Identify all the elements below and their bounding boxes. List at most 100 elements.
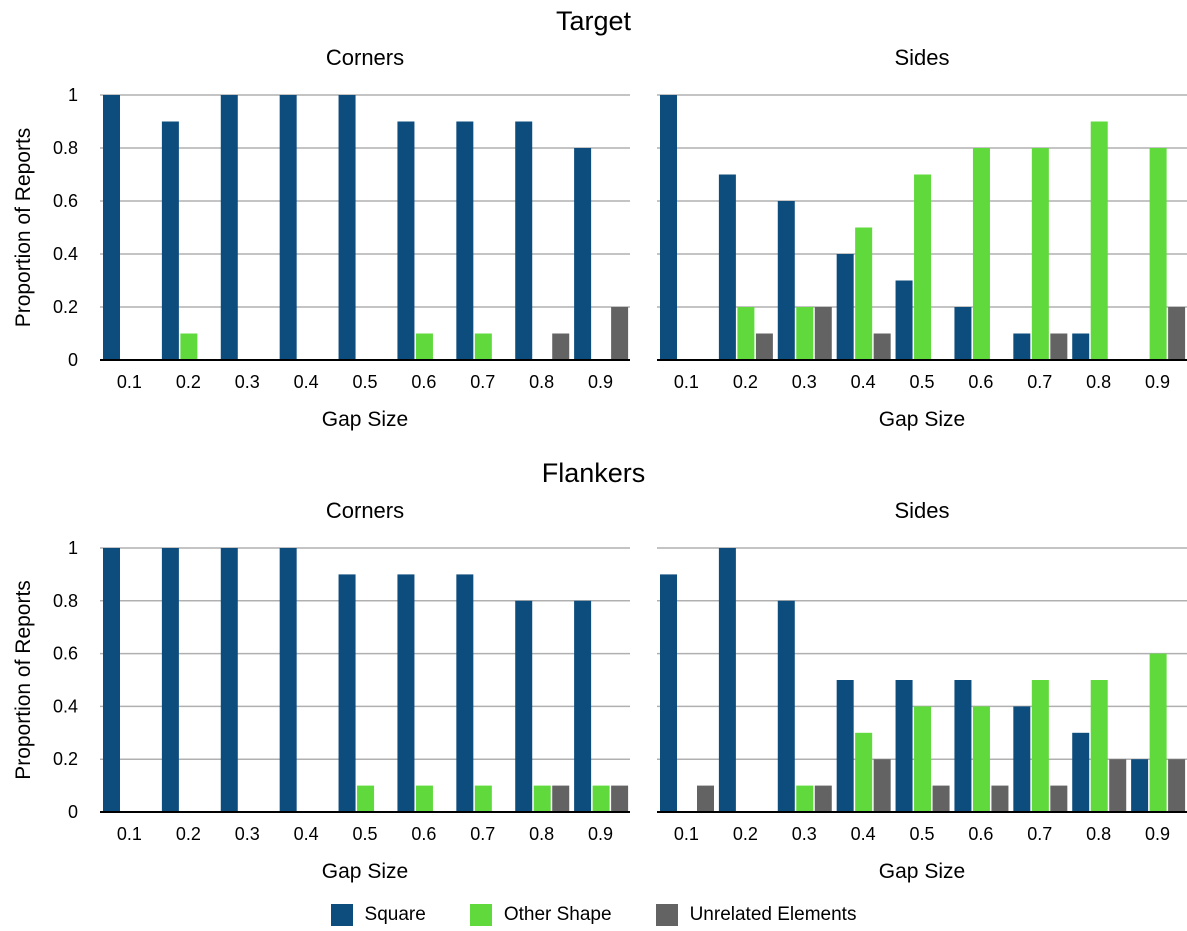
x-tick-label: 0.6 [968,372,993,392]
chart-flankers-sides: 0.1 0.2 0.3 0.4 0.5 0.6 0.7 0.8 0.9 Sides Gap Size [657,498,1187,883]
chart-target-sides: 0.1 0.2 0.3 0.4 0.5 0.6 0.7 0.8 0.9 Sides Gap Size [657,45,1187,431]
y-tick-label: 0 [68,802,78,822]
bar-flankers-sides-other-shape-0.4 [855,732,873,812]
panel-title: Sides [894,498,949,523]
x-tick-label: 0.1 [674,824,699,844]
bar-flankers-corners-square-0.1 [103,548,120,812]
bar-flankers-sides-unrelated-elements-0.1 [697,785,714,812]
panel-title: Corners [326,45,404,70]
bar-target-sides-other-shape-0.4 [855,227,873,360]
bar-target-sides-other-shape-0.2 [737,307,755,360]
bar-flankers-sides-unrelated-elements-0.3 [814,785,832,812]
bar-flankers-sides-other-shape-0.8 [1090,680,1108,812]
x-tick-label: 0.6 [968,824,993,844]
bar-target-sides-other-shape-0.8 [1090,121,1108,360]
x-axis-label: Gap Size [879,408,965,431]
bar-flankers-sides-square-0.3 [777,600,795,812]
x-tick-label: 0.5 [909,824,934,844]
x-tick-label: 0.3 [235,372,260,392]
legend-swatch-other-shape [469,904,492,926]
x-tick-label: 0.4 [851,372,876,392]
section-title-flankers: Flankers [541,458,646,488]
x-tick-label: 0.4 [294,824,319,844]
bar-flankers-sides-square-0.6 [954,680,972,812]
y-tick-label: 0 [68,350,78,370]
bar-target-sides-square-0.8 [1072,333,1090,360]
legend-label-unrelated-elements: Unrelated Elements [689,904,857,925]
x-tick-label: 0.8 [529,824,554,844]
legend-label-other-shape: Other Shape [503,904,612,925]
bar-target-corners-square-0.4 [279,95,297,360]
x-tick-label: 0.7 [1027,372,1052,392]
bar-flankers-corners-square-0.9 [574,600,592,812]
x-axis-label: Gap Size [879,860,965,883]
bar-flankers-sides-unrelated-elements-0.7 [1050,785,1068,812]
bar-target-corners-other-shape-0.2 [180,333,198,360]
bar-target-sides-other-shape-0.3 [796,307,814,360]
x-tick-label: 0.8 [529,372,554,392]
bar-flankers-corners-square-0.5 [338,574,356,812]
y-tick-label: 1 [68,538,78,558]
bar-target-sides-unrelated-elements-0.4 [873,333,891,360]
bar-flankers-sides-square-0.7 [1013,706,1031,812]
chart-flankers-corners: 0.1 0.2 0.3 0.4 0.5 0.6 0.7 0.8 0.9 0 0.2 0.4 0.6 0.8… [12,498,630,883]
x-tick-label: 0.2 [733,372,758,392]
bar-flankers-corners-square-0.6 [397,574,415,812]
bar-flankers-sides-unrelated-elements-0.6 [991,785,1009,812]
bar-target-sides-other-shape-0.6 [972,148,990,360]
section-title-target: Target [555,6,632,36]
y-axis-label: Proportion of Reports [12,128,35,328]
bar-flankers-corners-square-0.2 [161,548,179,812]
bar-flankers-corners-other-shape-0.6 [415,785,433,812]
x-tick-label: 0.6 [411,372,436,392]
y-tick-label: 0.4 [53,696,78,716]
bar-flankers-corners-unrelated-elements-0.8 [552,785,570,812]
bar-target-sides-unrelated-elements-0.9 [1168,307,1186,360]
bar-target-sides-square-0.2 [718,174,736,360]
x-tick-label: 0.4 [294,372,319,392]
bar-target-corners-square-0.8 [515,121,533,360]
bar-flankers-corners-other-shape-0.7 [474,785,492,812]
bar-target-sides-square-0.6 [954,307,972,360]
bar-flankers-sides-other-shape-0.5 [914,706,932,812]
y-tick-label: 0.4 [53,244,78,264]
bar-target-corners-square-0.1 [103,95,120,360]
bar-flankers-corners-other-shape-0.9 [592,785,610,812]
bar-target-sides-square-0.3 [777,201,795,360]
bar-flankers-corners-other-shape-0.8 [533,785,551,812]
x-tick-label: 0.2 [176,372,201,392]
y-tick-label: 0.8 [53,138,78,158]
bar-flankers-sides-square-0.4 [836,680,854,812]
legend: Square Other Shape Unrelated Elements [0,904,1187,926]
chart-target-corners: 0.1 0.2 0.3 0.4 0.5 0.6 0.7 0.8 0.9 0 0.2 0.4 0.6 0.8… [12,45,630,431]
x-tick-label: 0.9 [1145,372,1170,392]
bar-flankers-sides-other-shape-0.6 [972,706,990,812]
bar-target-corners-square-0.5 [338,95,356,360]
bar-flankers-corners-square-0.8 [515,600,533,812]
bar-flankers-corners-square-0.7 [456,574,474,812]
x-axis-label: Gap Size [322,860,408,883]
bar-target-sides-other-shape-0.9 [1149,148,1167,360]
bar-target-corners-square-0.6 [397,121,415,360]
bar-flankers-corners-unrelated-elements-0.9 [611,785,629,812]
panel-title: Corners [326,498,404,523]
x-tick-label: 0.2 [733,824,758,844]
y-tick-label: 0.2 [53,749,78,769]
bar-flankers-sides-other-shape-0.9 [1149,653,1167,812]
bar-flankers-sides-other-shape-0.3 [796,785,814,812]
x-tick-label: 0.8 [1086,372,1111,392]
x-tick-label: 0.6 [411,824,436,844]
x-tick-label: 0.9 [588,824,613,844]
x-tick-label: 0.1 [117,824,142,844]
bar-target-sides-square-0.4 [836,254,854,360]
bar-flankers-sides-square-0.8 [1072,732,1090,812]
x-tick-label: 0.1 [117,372,142,392]
x-tick-label: 0.5 [352,372,377,392]
x-tick-label: 0.7 [470,372,495,392]
legend-item-unrelated-elements: Unrelated Elements [655,904,857,926]
x-tick-label: 0.2 [176,824,201,844]
bar-target-sides-square-0.1 [660,95,677,360]
bar-target-corners-square-0.2 [161,121,179,360]
